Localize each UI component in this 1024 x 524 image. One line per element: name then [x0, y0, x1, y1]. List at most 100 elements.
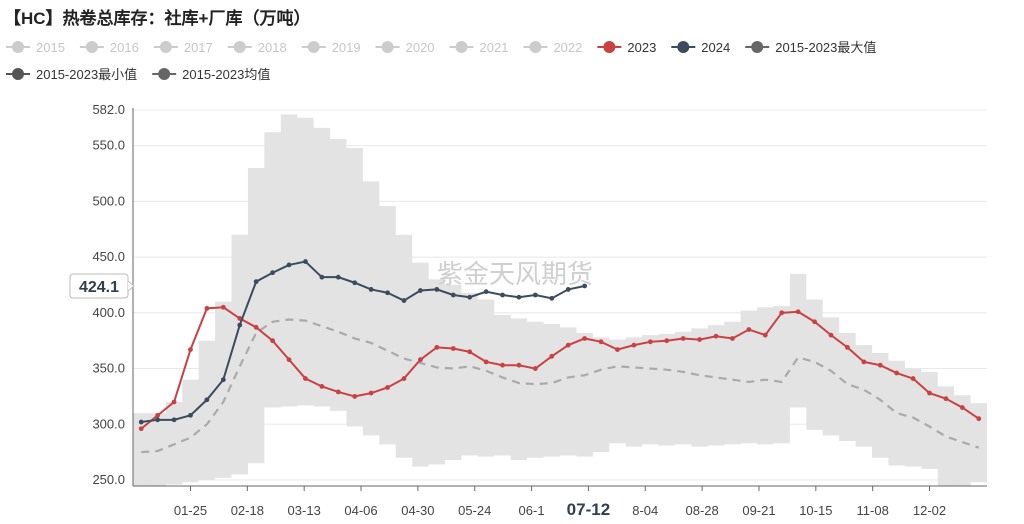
series-point-2024	[401, 298, 407, 303]
series-point-2023	[582, 336, 588, 341]
series-point-2023	[418, 357, 423, 363]
y-tick-label: 250.0	[92, 472, 125, 487]
series-point-2023	[319, 383, 325, 389]
legend-item-2021[interactable]: 2021	[449, 40, 509, 55]
series-point-2023	[598, 339, 604, 345]
chart-title: 【HC】热卷总库存：社库+厂库（万吨）	[4, 9, 311, 28]
legend-item-2015-2023均值[interactable]: 2015-2023均值	[152, 67, 270, 82]
legend-item-2016[interactable]: 2016	[79, 40, 139, 55]
series-point-2023	[812, 319, 817, 325]
legend-item-2018[interactable]: 2018	[227, 40, 287, 55]
value-cursor: 424.1	[69, 273, 135, 299]
legend-item-2015[interactable]: 2015	[6, 40, 65, 55]
series-lines	[138, 259, 982, 454]
series-point-2023	[155, 412, 161, 418]
legend-dot-icon	[529, 41, 542, 53]
y-tick-label: 500.0	[92, 193, 125, 208]
legend-item-2015-2023最小值[interactable]: 2015-2023最小值	[6, 67, 137, 82]
y-tick-label: 450.0	[92, 249, 125, 264]
series-point-2024	[253, 279, 259, 285]
x-tick-label: 03-13	[288, 503, 321, 518]
series-point-2024	[352, 280, 358, 286]
watermark-text: 紫金天风期货	[437, 259, 593, 289]
series-point-2023	[434, 344, 440, 350]
series-point-2023	[303, 376, 308, 381]
legend[interactable]: 2015 2016 2017 2018 2019 2020 2021 2022 2023 2024…	[6, 40, 876, 82]
series-point-2023	[861, 359, 867, 365]
series-point-2023	[779, 310, 785, 316]
x-tick-label: 06-1	[519, 503, 545, 518]
x-tick-label: 05-24	[458, 503, 491, 518]
series-point-2024	[385, 290, 390, 296]
series-point-2024	[188, 412, 193, 418]
series-point-2023	[894, 370, 900, 376]
series-point-2023	[615, 347, 620, 353]
series-point-2023	[516, 362, 522, 368]
x-tick-label: 01-25	[174, 503, 207, 518]
series-line-2023	[140, 306, 980, 430]
legend-item-2019[interactable]: 2019	[301, 40, 361, 55]
legend-item-2020[interactable]: 2020	[375, 40, 435, 55]
series-line-2024	[141, 260, 585, 424]
series-point-2023	[746, 327, 752, 332]
series-point-2023	[467, 349, 473, 355]
series-point-2024	[155, 417, 161, 423]
series-point-2023	[943, 396, 949, 402]
series-point-2023	[401, 376, 407, 381]
series-point-2023	[188, 347, 193, 353]
x-tick-label: 04-06	[344, 503, 377, 518]
series-point-2024	[368, 287, 374, 292]
x-tick-label: 8-04	[632, 503, 658, 518]
legend-label: 2015-2023最大值	[775, 40, 876, 55]
y-tick-label: 400.0	[92, 305, 125, 320]
legend-item-2024[interactable]: 2024	[671, 40, 730, 55]
series-point-2023	[565, 342, 571, 348]
series-point-2024	[434, 287, 440, 292]
legend-dot-icon	[455, 41, 468, 53]
series-point-2024	[418, 288, 423, 293]
series-point-2024	[335, 274, 341, 280]
series-point-2024	[582, 283, 588, 289]
series-point-2023	[845, 344, 850, 350]
series-point-2024	[270, 270, 275, 276]
legend-label: 2023	[627, 40, 656, 55]
legend-dot-icon	[233, 41, 246, 53]
series-point-2024	[303, 259, 308, 264]
legend-dot-icon	[12, 68, 24, 80]
legend-dot-icon	[603, 41, 616, 53]
series-point-2023	[664, 338, 670, 344]
legend-label: 2020	[406, 40, 435, 55]
series-point-2023	[204, 305, 210, 311]
axes: 250.0 300.0 350.0 400.0 450.0 500.0 550.0 582.0…	[92, 102, 987, 519]
series-point-2023	[138, 426, 144, 432]
series-point-2023	[171, 399, 177, 405]
series-point-2024	[565, 287, 571, 292]
legend-label: 2016	[110, 40, 139, 55]
legend-label: 2021	[480, 40, 509, 55]
series-point-2023	[713, 333, 719, 339]
legend-label: 2015	[36, 40, 65, 55]
legend-item-2017[interactable]: 2017	[153, 40, 213, 55]
series-point-2023	[335, 389, 341, 395]
legend-dot-icon	[381, 41, 394, 53]
series-point-2023	[352, 394, 358, 399]
legend-item-2022[interactable]: 2022	[523, 40, 582, 55]
legend-dot-icon	[12, 41, 24, 53]
series-point-2023	[532, 366, 538, 371]
series-point-2023	[500, 362, 505, 368]
series-point-2023	[976, 416, 982, 422]
x-tick-label: 07-12	[567, 500, 610, 519]
legend-item-2015-2023最大值[interactable]: 2015-2023最大值	[745, 40, 876, 55]
series-point-2023	[647, 339, 653, 345]
series-point-2024	[467, 294, 473, 300]
x-tick-label: 09-21	[742, 503, 775, 518]
legend-label: 2024	[701, 40, 730, 55]
series-point-2023	[450, 346, 456, 351]
series-point-2023	[959, 405, 965, 410]
series-point-2023	[286, 357, 292, 363]
series-point-2024	[532, 292, 538, 298]
legend-label: 2018	[258, 40, 287, 55]
legend-item-2023[interactable]: 2023	[597, 40, 656, 55]
series-point-2024	[204, 397, 210, 403]
